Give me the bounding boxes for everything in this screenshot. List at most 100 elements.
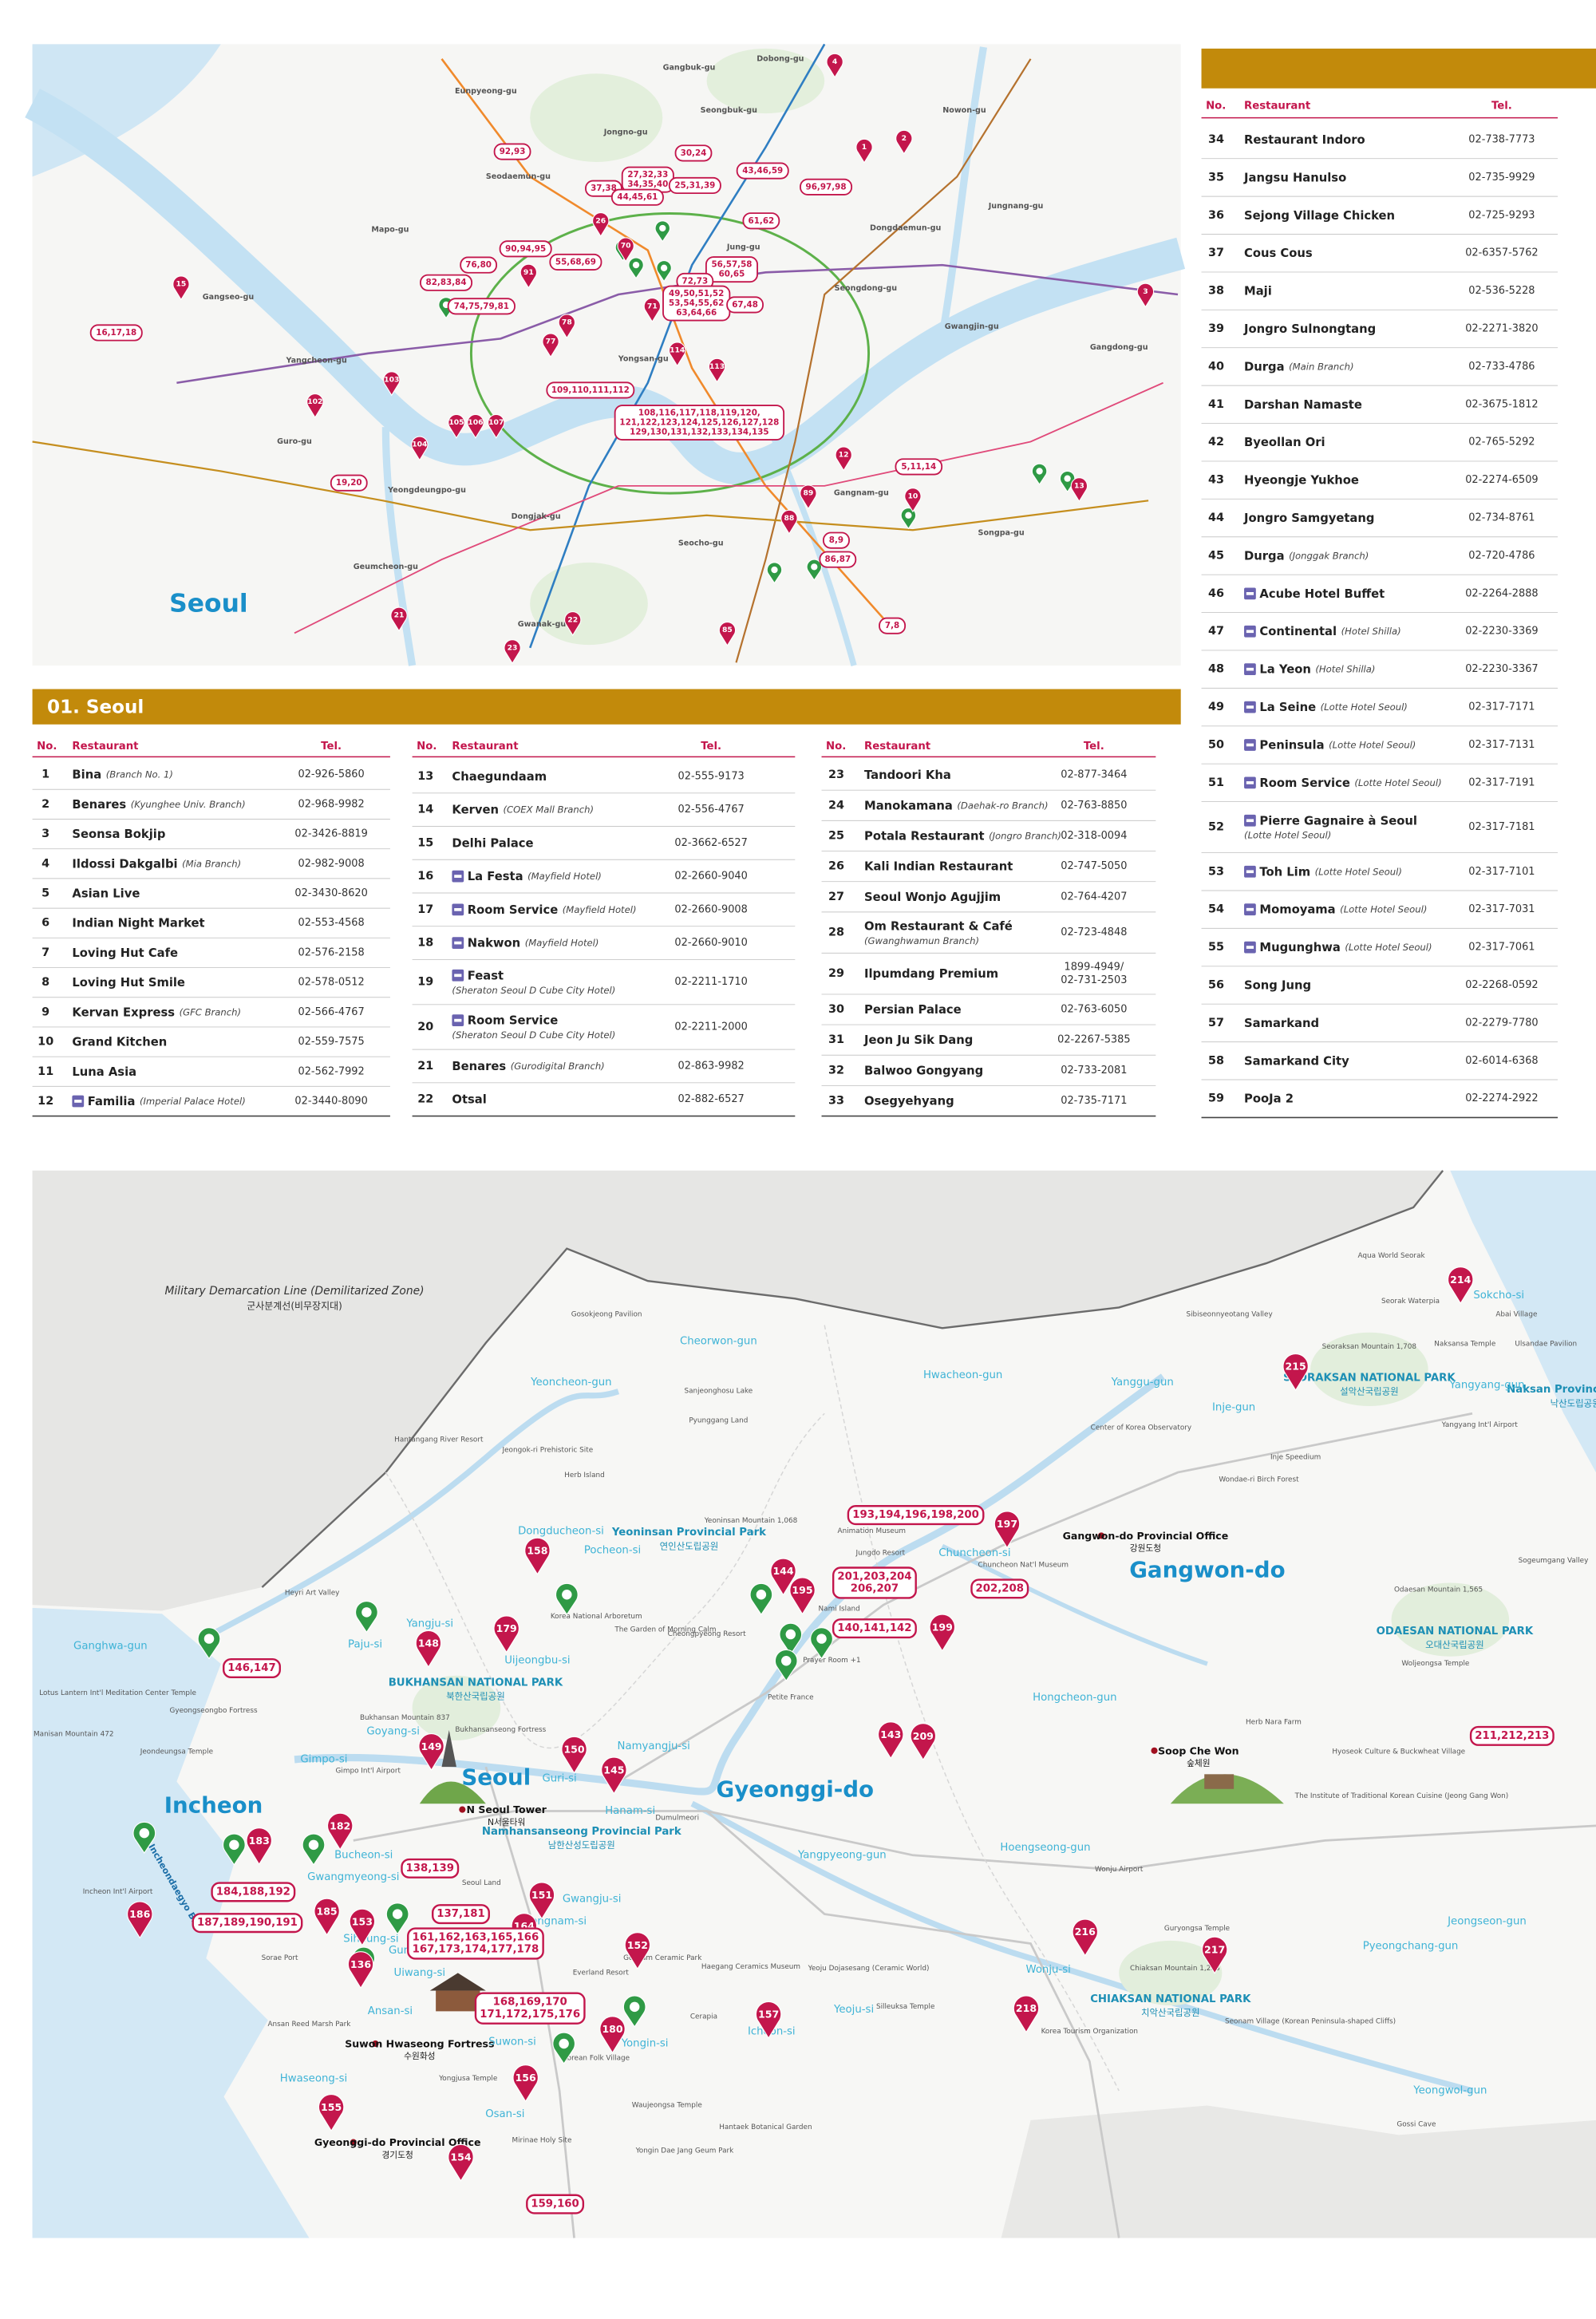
- restaurant-entry: Balwoo Gongyang: [864, 1064, 983, 1077]
- point-of-interest: Wondae-ri Birch Forest: [1219, 1476, 1299, 1483]
- pin-number: 26: [595, 216, 606, 225]
- restaurant-entry: La Seine (Lotte Hotel Seoul): [1259, 701, 1407, 714]
- pin-number: 180: [602, 2023, 622, 2035]
- restaurant-note: (Branch No. 1): [106, 769, 173, 780]
- vegetarian-marker-dot: [785, 1629, 796, 1640]
- restaurant-pin: [910, 1723, 937, 1761]
- pin-number: 22: [567, 615, 578, 624]
- restaurant-name: Indian Night Market: [72, 916, 204, 930]
- city-label: Hwacheon-gun: [923, 1369, 1002, 1381]
- restaurant-entry: Song Jung: [1244, 978, 1311, 992]
- row-number: 23: [828, 768, 844, 781]
- city-label: Inje-gun: [1212, 1401, 1255, 1413]
- telephone: 02-317-7171: [1468, 701, 1535, 713]
- restaurant-entry: Luna Asia: [72, 1065, 136, 1078]
- hotel-icon-detail: [1246, 630, 1254, 634]
- restaurant-pin: [904, 488, 922, 513]
- landmark-dot: [350, 2139, 357, 2146]
- row-number: 35: [1208, 171, 1224, 184]
- restaurant-pin: [1013, 1995, 1040, 2033]
- restaurant-pin-label: [432, 1904, 490, 1925]
- restaurant-entry: Durga (Main Branch): [1244, 360, 1353, 373]
- restaurant-name: Room Service: [468, 903, 558, 916]
- point-of-interest: Chuncheon Nat'l Museum: [978, 1561, 1069, 1569]
- park-area: [1310, 1332, 1428, 1407]
- subway-line: [528, 43, 826, 649]
- telephone: 02-763-6050: [1061, 1003, 1127, 1015]
- restaurant-pin-label: [610, 188, 664, 206]
- pin-number: 179: [496, 1622, 517, 1634]
- park-label-korean: 남한산성도립공원: [548, 1839, 615, 1851]
- pin-numbers: 201,203,204: [837, 1570, 911, 1582]
- pin-number: 102: [307, 397, 322, 406]
- restaurant-pin: [624, 1932, 651, 1970]
- point-of-interest: Silleuksa Temple: [876, 2003, 934, 2011]
- restaurant-entry: Samarkand City: [1244, 1054, 1349, 1068]
- restaurant-pin-label: [705, 256, 758, 283]
- point-of-interest: Korean Folk Village: [563, 2054, 630, 2062]
- restaurant-name: Bina: [72, 768, 101, 781]
- telephone: 02-733-4786: [1468, 361, 1535, 373]
- pin-numbers: 167,173,174,177,178: [413, 1944, 539, 1956]
- row-number: 49: [1208, 701, 1224, 713]
- restaurant-name: Manokamana: [864, 799, 953, 812]
- pin-number: 106: [468, 418, 483, 427]
- point-of-interest: Chiaksan Mountain 1,288: [1130, 1965, 1220, 1973]
- row-number: 15: [417, 836, 433, 849]
- row-number: 40: [1208, 360, 1224, 373]
- telephone: 02-968-9982: [298, 798, 365, 810]
- restaurant-name: Sejong Village Chicken: [1244, 208, 1395, 222]
- district-label: Yangcheon-gu: [286, 357, 347, 365]
- pin-numbers: 82,83,84: [426, 278, 467, 287]
- telephone: 02-2267-5385: [1057, 1034, 1130, 1046]
- landmark-label: Soop Che Won: [1158, 1744, 1238, 1756]
- row-number: 27: [828, 891, 844, 903]
- point-of-interest: Center of Korea Observatory: [1091, 1424, 1191, 1432]
- park-label-korean: 설악산국립공원: [1340, 1386, 1399, 1397]
- restaurant-name: Continental: [1259, 625, 1337, 638]
- row-number: 48: [1208, 663, 1224, 676]
- restaurant-pin-label: [493, 143, 531, 160]
- restaurant-note: (Imperial Palace Hotel): [140, 1096, 246, 1107]
- park-area: [530, 73, 663, 162]
- restaurant-pin: [1136, 282, 1155, 308]
- row-number: 51: [1208, 776, 1224, 789]
- restaurant-pin-label: [822, 531, 850, 549]
- pin-number: 103: [384, 376, 399, 385]
- restaurant-pin: [558, 314, 575, 339]
- restaurant-entry: Grand Kitchen: [72, 1035, 167, 1049]
- pin-number: 154: [450, 2151, 471, 2163]
- city-label: Dongducheon-si: [518, 1525, 604, 1537]
- column-header: Tel.: [1084, 741, 1104, 753]
- restaurant-pin: [592, 212, 610, 238]
- row-number: 8: [41, 976, 49, 989]
- row-number: 50: [1208, 738, 1224, 751]
- telephone: 02-725-9293: [1468, 209, 1535, 221]
- row-number: 33: [828, 1094, 844, 1107]
- restaurant-pin-label: [674, 144, 713, 162]
- point-of-interest: Waujeongsa Temple: [632, 2101, 702, 2109]
- telephone: 02-578-0512: [298, 977, 365, 989]
- restaurant-pin: [390, 606, 408, 632]
- restaurant-note: (Sheraton Seoul D Cube City Hotel): [452, 985, 615, 996]
- restaurant-pin-label: [211, 1882, 296, 1902]
- city-label: Yangyang-gun: [1448, 1380, 1524, 1392]
- vegetarian-marker-dot: [203, 1634, 215, 1644]
- landmark-label-korean: 숲체원: [1187, 1758, 1210, 1768]
- row-number: 12: [38, 1095, 53, 1108]
- restaurant-pin: [929, 1614, 956, 1652]
- pin-number: 145: [603, 1764, 624, 1776]
- pin-numbers: 161,162,163,165,166: [413, 1931, 539, 1943]
- restaurant-pin: [1070, 477, 1088, 503]
- hotel-icon-detail: [1246, 592, 1254, 595]
- vegetarian-marker-dot: [629, 2001, 640, 2013]
- restaurant-entry: Chaegundaam: [452, 769, 547, 783]
- restaurant-pin: [504, 639, 521, 665]
- point-of-interest: Incheon Int'l Airport: [83, 1888, 153, 1896]
- pin-number: 13: [1074, 481, 1084, 490]
- west-sea: [32, 1607, 310, 2238]
- pin-number: 88: [784, 514, 795, 523]
- pin-number: 70: [621, 242, 631, 251]
- city-label: Bucheon-si: [334, 1849, 393, 1861]
